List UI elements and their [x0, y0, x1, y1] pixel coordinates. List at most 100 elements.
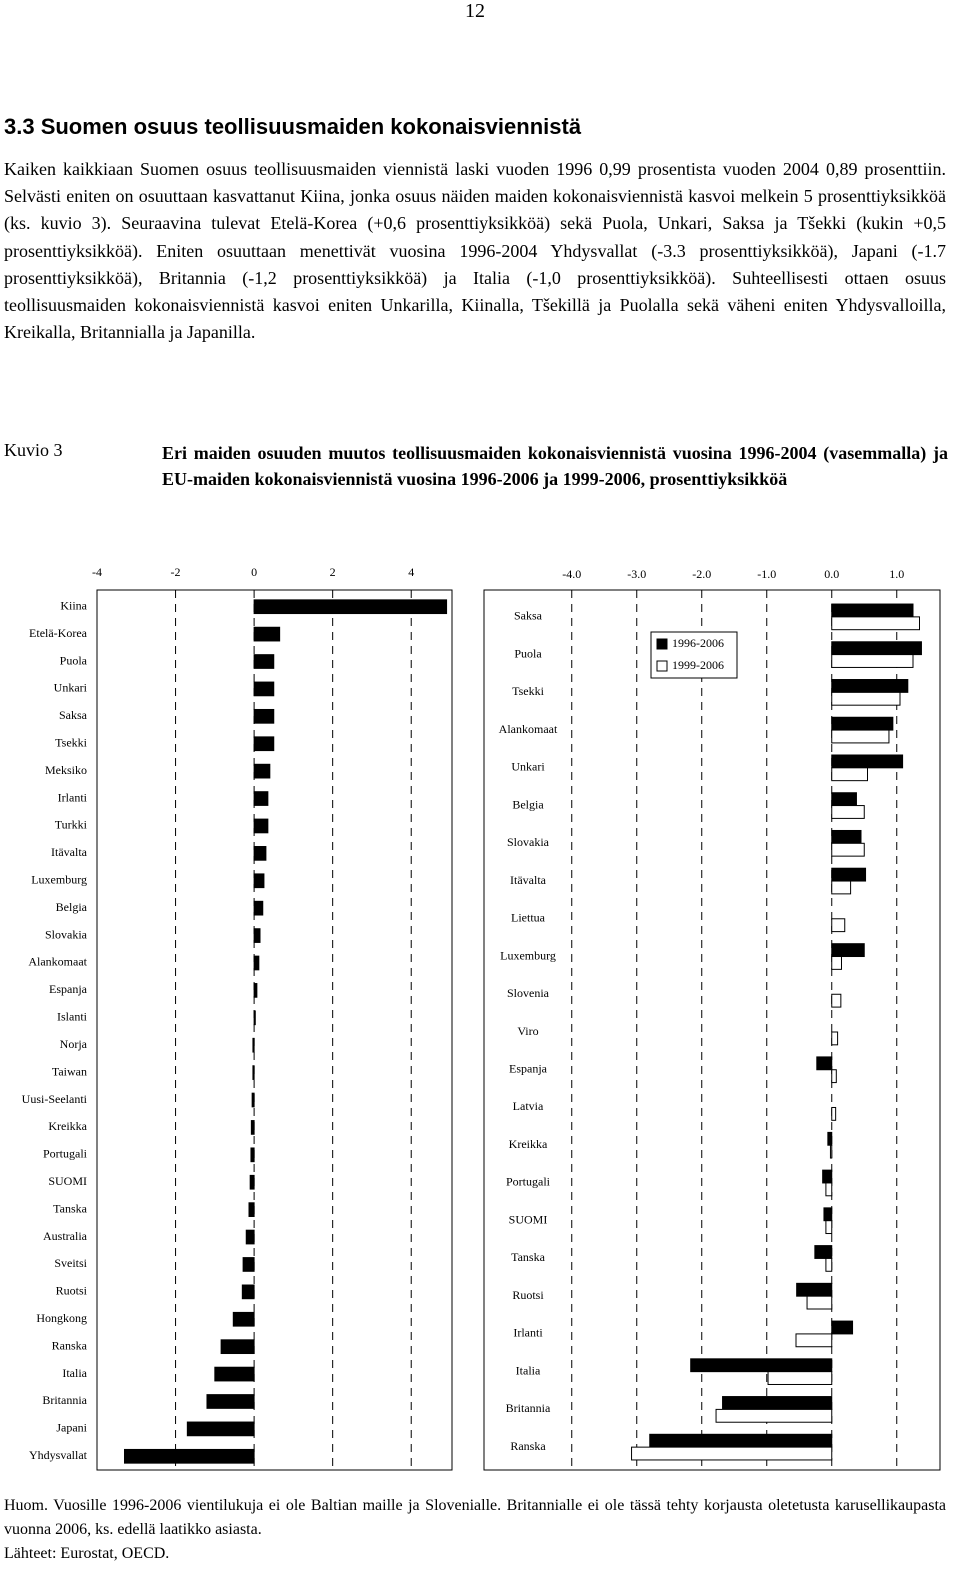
category-label: Unkari	[511, 760, 545, 774]
category-label: Portugali	[43, 1147, 88, 1161]
bar	[814, 1245, 833, 1259]
bar	[186, 1421, 255, 1437]
x-tick-label: -4.0	[562, 567, 581, 581]
x-tick-label: -2	[171, 565, 181, 579]
bar	[831, 1031, 839, 1046]
x-tick-label: 2	[330, 565, 336, 579]
category-label: Tsekki	[55, 735, 87, 749]
category-label: Kiina	[60, 598, 87, 612]
bar	[250, 1120, 255, 1135]
x-tick-label: 0.0	[824, 567, 839, 581]
bar	[253, 791, 269, 806]
x-tick-label: 4	[408, 565, 414, 579]
category-label: Slovakia	[45, 927, 88, 941]
category-label: SUOMI	[48, 1174, 87, 1188]
bar	[220, 1339, 255, 1355]
bar	[822, 1169, 833, 1184]
x-tick-label: -1.0	[757, 567, 776, 581]
bar	[831, 679, 909, 693]
bar	[806, 1295, 833, 1310]
category-label: Alankomaat	[499, 722, 558, 736]
bar	[831, 729, 890, 744]
category-label: Italia	[516, 1363, 541, 1377]
bar	[253, 763, 271, 779]
category-label: Turkki	[55, 818, 88, 832]
category-label: Taiwan	[52, 1064, 87, 1078]
category-label: Latvia	[513, 1099, 544, 1113]
figure-label: Kuvio 3	[4, 440, 63, 460]
category-label: Ruotsi	[512, 1288, 544, 1302]
category-label: Islanti	[57, 1010, 88, 1024]
category-label: Portugali	[506, 1175, 551, 1189]
bar	[248, 1202, 255, 1217]
bar	[253, 708, 275, 724]
category-label: Itävalta	[51, 845, 88, 859]
bar	[690, 1358, 833, 1373]
bar	[831, 654, 914, 668]
bar	[214, 1366, 255, 1382]
category-label: Meksiko	[45, 763, 87, 777]
category-label: Ranska	[510, 1439, 546, 1453]
category-label: Slovakia	[507, 835, 550, 849]
bar	[831, 918, 846, 933]
note: Huom. Vuosille 1996-2006 vientilukuja ei…	[4, 1497, 946, 1538]
category-label: Alankomaat	[28, 955, 87, 969]
bar	[831, 1106, 837, 1121]
bar	[253, 846, 267, 861]
bar	[249, 1174, 255, 1190]
bar	[123, 1448, 255, 1464]
category-label: Uusi-Seelanti	[22, 1092, 88, 1106]
category-label: Belgia	[512, 797, 544, 811]
bar	[631, 1446, 833, 1461]
bar	[253, 654, 275, 669]
source: Lähteet: Eurostat, OECD.	[4, 1545, 170, 1562]
bar	[242, 1257, 255, 1272]
bar	[831, 805, 865, 819]
body-paragraph: Kaiken kaikkiaan Suomen osuus teollisuus…	[4, 159, 946, 343]
bar	[722, 1396, 833, 1410]
category-label: Liettua	[511, 911, 546, 925]
x-tick-label: 0	[251, 565, 257, 579]
bar	[831, 691, 901, 706]
bar	[823, 1207, 833, 1222]
bar	[767, 1371, 833, 1385]
category-label: Kreikka	[48, 1119, 87, 1133]
bar	[831, 943, 865, 958]
category-label: Kreikka	[509, 1137, 548, 1151]
bar	[831, 956, 842, 970]
bar	[827, 1131, 833, 1146]
bar	[206, 1394, 255, 1409]
category-label: Sveitsi	[54, 1256, 87, 1270]
category-label: Ruotsi	[56, 1284, 88, 1298]
bar	[253, 983, 258, 998]
bar	[831, 616, 920, 631]
bar	[816, 1056, 833, 1071]
bar	[253, 736, 275, 752]
bar	[715, 1408, 833, 1423]
category-label: Espanja	[49, 982, 88, 996]
bar	[831, 842, 865, 857]
category-label: Viro	[517, 1024, 538, 1038]
bar	[252, 1037, 255, 1053]
bar	[245, 1229, 255, 1245]
bar	[253, 626, 281, 642]
bar	[253, 818, 269, 834]
bar	[253, 681, 275, 697]
bar	[253, 873, 265, 889]
bar	[831, 716, 894, 731]
category-label: Etelä-Korea	[29, 626, 88, 640]
bar	[825, 1257, 833, 1272]
bar	[831, 993, 842, 1008]
category-label: Yhdysvallat	[29, 1448, 88, 1462]
category-label: Tanska	[511, 1250, 545, 1264]
bar	[795, 1333, 833, 1348]
bar	[251, 1092, 255, 1108]
category-label: Luxemburg	[31, 873, 87, 887]
category-label: Irlanti	[513, 1326, 543, 1340]
category-label: Unkari	[54, 681, 88, 695]
bar	[253, 928, 261, 943]
bar	[831, 792, 857, 807]
bar	[831, 867, 867, 882]
x-tick-label: 1.0	[889, 567, 904, 581]
bar	[232, 1311, 255, 1327]
